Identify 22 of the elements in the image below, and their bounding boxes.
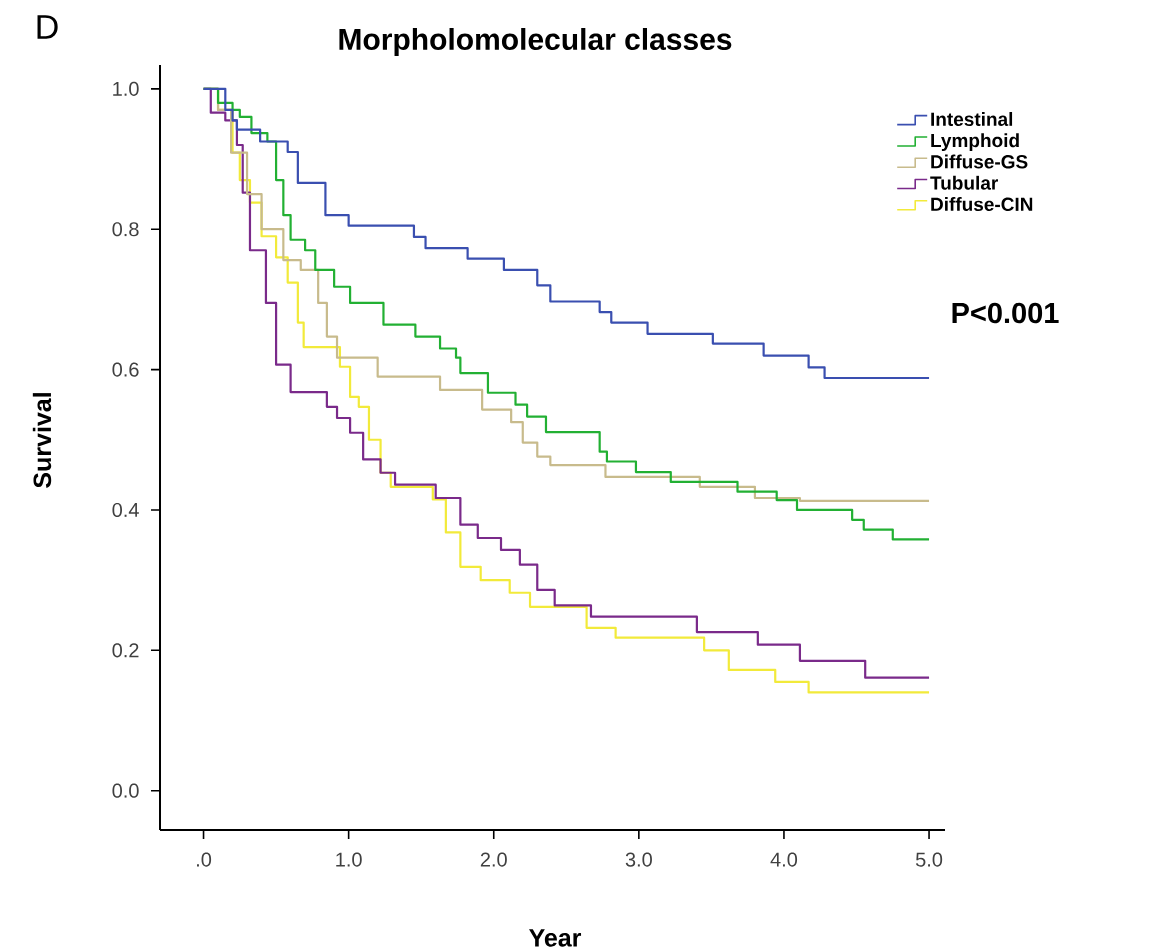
x-tick-label: 4.0 [770,852,798,867]
legend-label: Diffuse-CIN [931,197,1033,212]
y-axis-title: Survival [32,393,52,488]
legend-label: Intestinal [931,112,1013,126]
legend-label: Diffuse-GS [931,154,1028,169]
x-axis-title: Year [529,929,582,947]
x-tick-label: .0 [197,852,212,867]
legend-label: Tubular [930,175,998,190]
y-tick-label: 0.6 [112,362,139,377]
text: D [37,15,58,39]
y-tick-label: 0.0 [112,783,139,798]
x-tick-label: 3.0 [625,852,652,867]
x-tick-label: 5.0 [915,852,943,867]
legend-label: Lymphoid [931,133,1019,151]
x-tick-label: 1.0 [336,852,362,867]
y-tick-label: 0.2 [112,643,139,658]
x-tick-label: 2.0 [480,852,507,867]
y-tick-label: 1.0 [113,81,139,96]
chart-title: Morpholomolecular classes [339,28,732,56]
y-tick-label: 0.4 [112,502,139,518]
text: P<0.001 [952,302,1059,324]
y-tick-label: 0.8 [112,222,139,237]
